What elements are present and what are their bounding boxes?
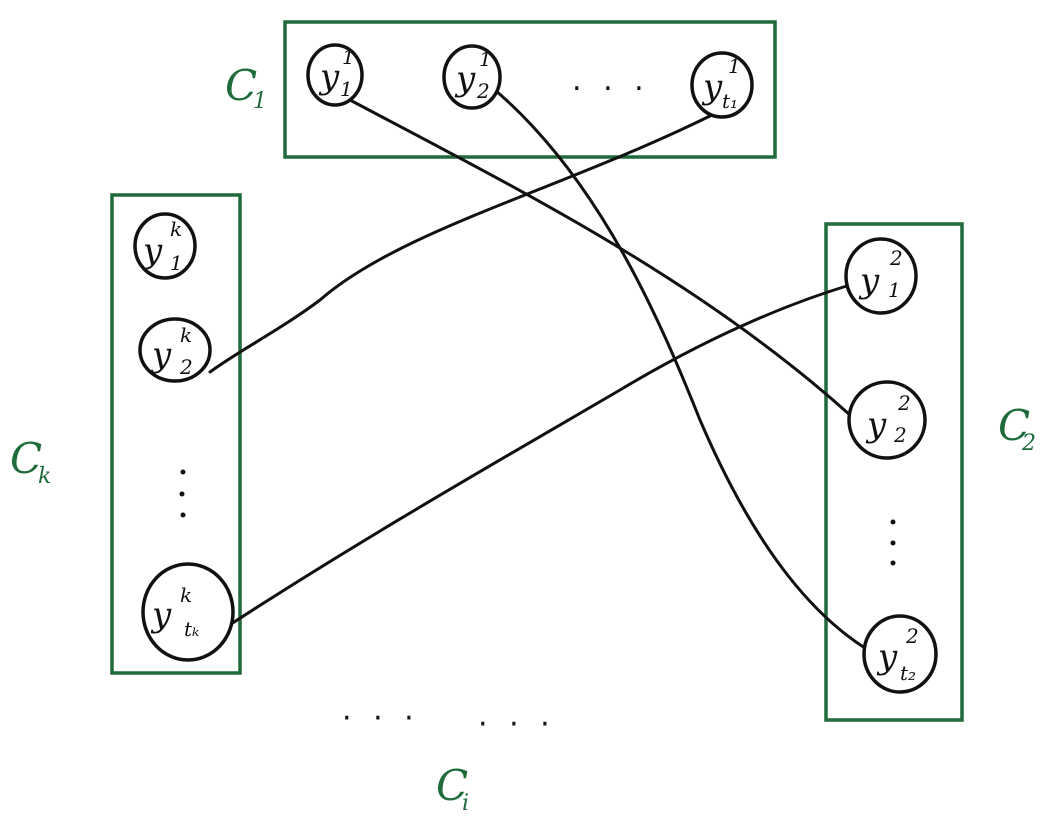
- svg-text:1: 1: [888, 278, 901, 302]
- svg-text:y: y: [141, 231, 163, 271]
- svg-text:y: y: [150, 595, 172, 635]
- svg-text:C: C: [998, 401, 1030, 450]
- svg-text:C: C: [10, 434, 42, 483]
- node-c1n1: y 1 1: [306, 43, 364, 107]
- c2-vdot-3: [890, 560, 896, 566]
- c2-vdot-2: [890, 540, 896, 546]
- edge-c1n2-c2n3: [493, 88, 870, 652]
- svg-text:1: 1: [253, 89, 267, 114]
- cluster-ck-label: C k: [10, 434, 51, 489]
- bottom-ellipsis-right: · · ·: [478, 707, 556, 742]
- svg-text:C: C: [225, 61, 257, 110]
- svg-text:tₖ: tₖ: [184, 617, 199, 641]
- svg-text:k: k: [180, 583, 192, 607]
- svg-text:1: 1: [340, 77, 353, 101]
- svg-text:y: y: [858, 261, 880, 301]
- edge-ckn3-c2n1: [226, 283, 852, 628]
- svg-text:2: 2: [905, 624, 919, 648]
- cluster-ck-box: [110, 193, 242, 675]
- node-ckn3: y k tₖ: [141, 562, 235, 662]
- svg-text:y: y: [150, 335, 172, 375]
- node-ckn2: y k 2: [138, 317, 212, 383]
- svg-text:k: k: [38, 464, 51, 489]
- cluster-c2-label: C 2: [998, 401, 1036, 456]
- svg-text:y: y: [876, 637, 898, 677]
- svg-text:y: y: [318, 57, 340, 97]
- svg-text:C: C: [436, 761, 468, 810]
- svg-text:2: 2: [476, 79, 490, 103]
- svg-text:t₂: t₂: [900, 661, 916, 685]
- svg-text:t₁: t₁: [722, 89, 738, 113]
- bottom-ellipsis-left: · · ·: [342, 701, 420, 736]
- node-c2n3: y 2 t₂: [862, 614, 938, 694]
- node-c2n1: y 2 1: [844, 237, 918, 315]
- svg-text:1: 1: [342, 45, 355, 69]
- cluster-c1-label: C 1: [225, 61, 267, 114]
- node-c1n2: y 1 2: [442, 44, 502, 110]
- edge-c1n1-c2n2: [348, 98, 852, 417]
- node-ckn1: y k 1: [133, 212, 197, 280]
- svg-text:k: k: [170, 217, 182, 241]
- cluster-c2-box: [824, 222, 964, 722]
- ck-vdot-1: [180, 469, 186, 475]
- node-c2n2: y 2 2: [847, 380, 927, 460]
- cluster-ci-label: C i: [436, 761, 469, 816]
- svg-text:1: 1: [728, 54, 741, 78]
- svg-text:2: 2: [179, 355, 193, 379]
- svg-text:y: y: [865, 405, 887, 445]
- svg-text:y: y: [454, 59, 476, 99]
- svg-text:2: 2: [1021, 431, 1036, 456]
- cluster-c1-ellipsis: . . .: [572, 63, 650, 98]
- svg-text:y: y: [701, 67, 723, 107]
- edge-c1n3-ckn2: [208, 113, 714, 374]
- svg-text:1: 1: [170, 251, 183, 275]
- c2-vdot-1: [890, 519, 896, 525]
- ck-vdot-2: [179, 491, 185, 497]
- svg-text:k: k: [180, 323, 192, 347]
- svg-text:i: i: [462, 791, 469, 816]
- ck-vdot-3: [180, 512, 186, 518]
- svg-text:2: 2: [889, 246, 903, 270]
- cluster-c1-box: [283, 20, 777, 159]
- node-c1n3: y 1 t₁: [690, 51, 754, 119]
- svg-text:1: 1: [479, 47, 492, 71]
- svg-text:2: 2: [897, 391, 911, 415]
- svg-text:2: 2: [893, 423, 907, 447]
